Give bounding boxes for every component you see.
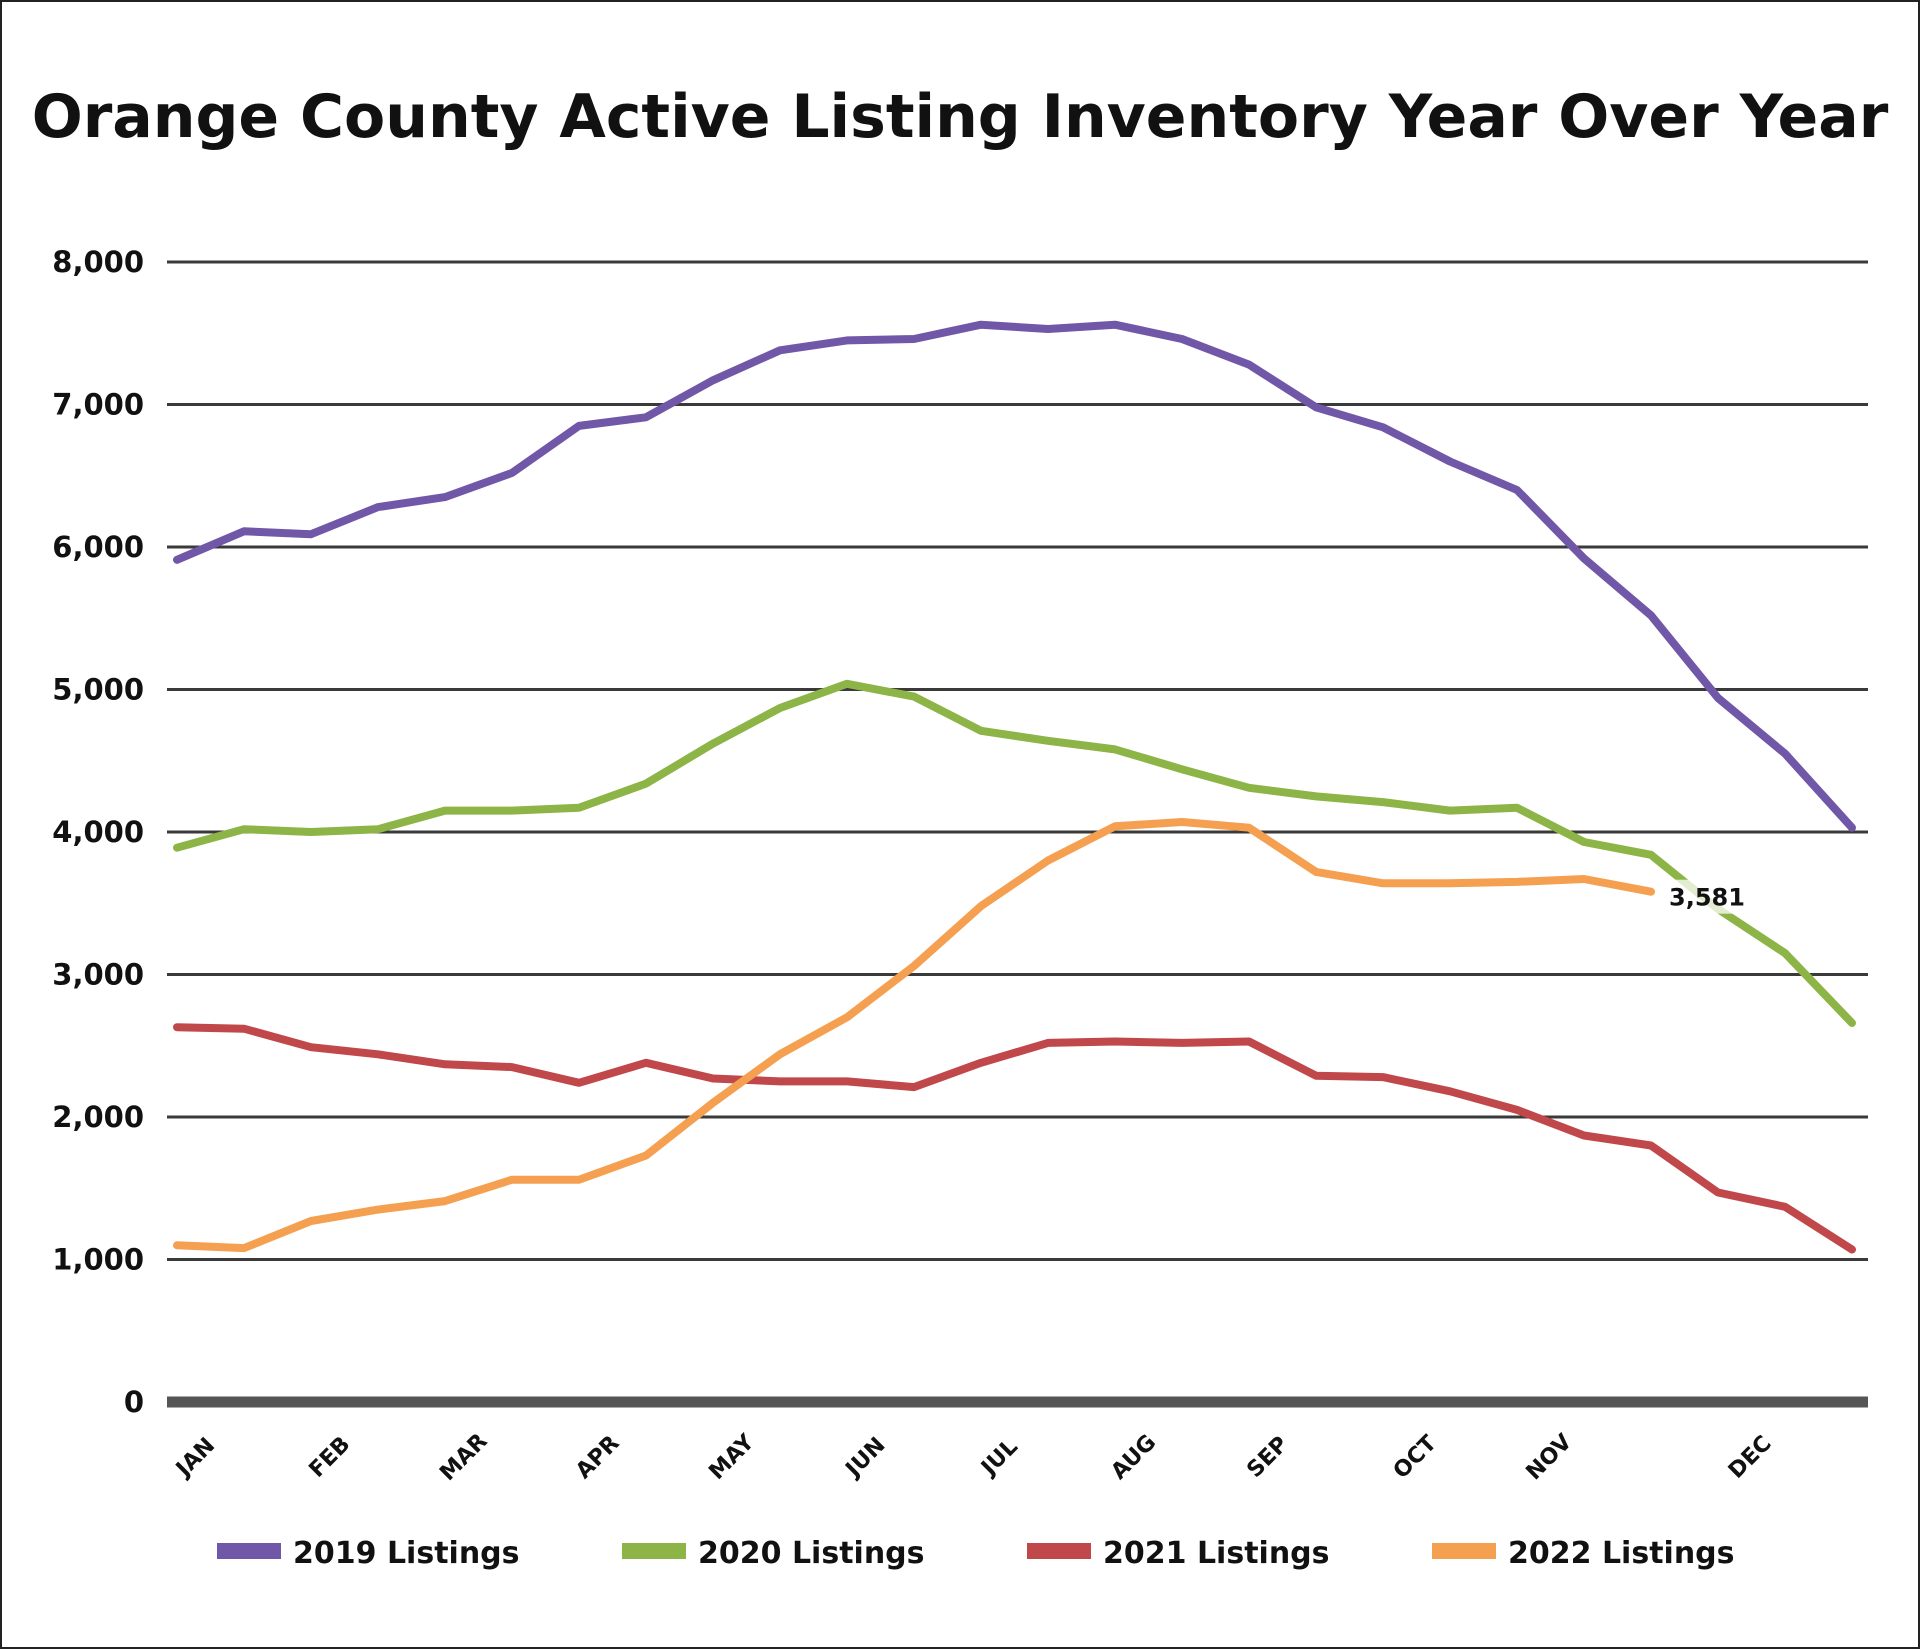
- legend-label: 2020 Listings: [698, 1536, 925, 1571]
- legend-swatch: [217, 1543, 281, 1559]
- legend-item: 2020 Listings: [622, 1536, 925, 1571]
- x-tick-label: AUG: [1107, 1430, 1162, 1485]
- chart-title: Orange County Active Listing Inventory Y…: [32, 82, 1889, 152]
- legend: 2019 Listings 2020 Listings 2021 Listings 2…: [217, 1536, 1735, 1571]
- y-axis-tick-labels: 0 1,000 2,000 3,000 4,000 5,000 6,000 7,000 8,00…: [52, 245, 144, 1419]
- series-line-2019: [173, 320, 1856, 832]
- y-tick-label: 0: [124, 1385, 144, 1419]
- y-tick-label: 8,000: [52, 245, 144, 279]
- y-tick-label: 7,000: [52, 388, 144, 422]
- series-lines: [173, 320, 1856, 1254]
- y-tick-label: 1,000: [52, 1243, 144, 1277]
- x-tick-label: JUN: [840, 1433, 891, 1484]
- x-tick-label: APR: [571, 1431, 624, 1484]
- y-tick-label: 5,000: [52, 673, 144, 707]
- y-tick-label: 6,000: [52, 530, 144, 564]
- legend-label: 2022 Listings: [1508, 1536, 1735, 1571]
- grid-lines: [167, 260, 1868, 1408]
- legend-swatch: [622, 1543, 686, 1559]
- x-tick-label: MAR: [435, 1429, 492, 1486]
- series-line-2020: [173, 679, 1856, 1027]
- x-tick-label: SEP: [1242, 1432, 1293, 1483]
- y-tick-label: 4,000: [52, 815, 144, 849]
- x-tick-label: NOV: [1522, 1430, 1578, 1486]
- x-tick-label: MAY: [704, 1429, 760, 1485]
- legend-label: 2019 Listings: [293, 1536, 520, 1571]
- x-tick-label: JUL: [975, 1434, 1022, 1481]
- legend-item: 2022 Listings: [1432, 1536, 1735, 1571]
- x-tick-label: DEC: [1724, 1431, 1777, 1484]
- x-tick-label: OCT: [1389, 1431, 1442, 1484]
- annotation-background: [1663, 879, 1749, 914]
- legend-item: 2021 Listings: [1027, 1536, 1330, 1571]
- legend-swatch: [1027, 1543, 1091, 1559]
- legend-item: 2019 Listings: [217, 1536, 520, 1571]
- last-value-annotation: 3,581: [1669, 884, 1745, 912]
- series-line-2022: [173, 818, 1655, 1253]
- y-tick-label: 2,000: [52, 1100, 144, 1134]
- series-line-2021: [173, 1023, 1856, 1254]
- x-axis-tick-labels: JAN FEB MAR APR MAY JUN JUL AUG SEP OCT NOV DEC: [170, 1429, 1776, 1486]
- x-tick-label: JAN: [170, 1433, 220, 1483]
- legend-swatch: [1432, 1543, 1496, 1559]
- y-tick-label: 3,000: [52, 958, 144, 992]
- legend-label: 2021 Listings: [1103, 1536, 1330, 1571]
- x-tick-label: FEB: [305, 1432, 356, 1483]
